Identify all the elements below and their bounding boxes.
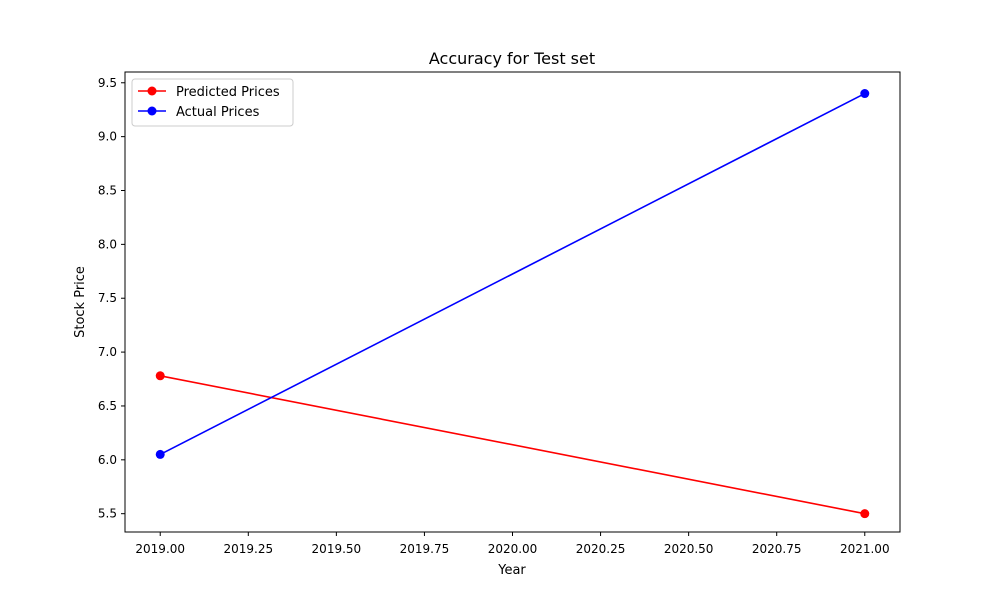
x-tick-label: 2020.25 <box>576 542 626 556</box>
x-axis: 2019.00 2019.25 2019.50 2019.75 2020.00 2020.… <box>135 532 890 556</box>
data-point-1-1 <box>860 89 870 99</box>
x-tick-label: 2020.50 <box>664 542 714 556</box>
x-tick-label: 2019.25 <box>223 542 273 556</box>
legend-box <box>131 78 294 127</box>
series-line-0 <box>160 375 865 515</box>
x-tick-label: 2019.00 <box>135 542 185 556</box>
x-tick-label: 2019.50 <box>312 542 362 556</box>
plot-area <box>155 89 870 519</box>
y-tick-label: 9.5 <box>98 76 117 90</box>
legend-marker-1 <box>147 106 157 116</box>
x-tick-label: 2020.75 <box>752 542 802 556</box>
series-line-1 <box>159 92 866 456</box>
y-tick-label: 6.5 <box>98 399 117 413</box>
data-point-0-1 <box>860 509 870 519</box>
y-tick-label: 5.5 <box>98 507 117 521</box>
legend-label-0: Predicted Prices <box>176 85 280 100</box>
x-tick-label: 2020.00 <box>488 542 538 556</box>
y-tick-label: 7.5 <box>98 291 117 305</box>
data-point-1-0 <box>155 449 165 459</box>
y-axis-label: Stock Price <box>73 266 88 338</box>
legend-label-1: Actual Prices <box>176 105 260 120</box>
y-tick-label: 7.0 <box>98 345 117 359</box>
legend: Predicted Prices Actual Prices <box>131 78 294 127</box>
y-tick-label: 8.5 <box>98 184 117 198</box>
y-tick-label: 6.0 <box>98 453 117 467</box>
legend-marker-0 <box>147 86 157 96</box>
x-axis-label: Year <box>497 563 526 578</box>
y-tick-label: 8.0 <box>98 237 117 251</box>
y-axis: 5.5 6.0 6.5 7.0 7.5 8.0 8.5 9.0 9.5 <box>98 76 125 521</box>
y-tick-label: 9.0 <box>98 130 117 144</box>
chart-title: Accuracy for Test set <box>429 49 595 68</box>
x-tick-label: 2021.00 <box>840 542 890 556</box>
x-tick-label: 2019.75 <box>400 542 450 556</box>
data-point-0-0 <box>155 371 165 381</box>
